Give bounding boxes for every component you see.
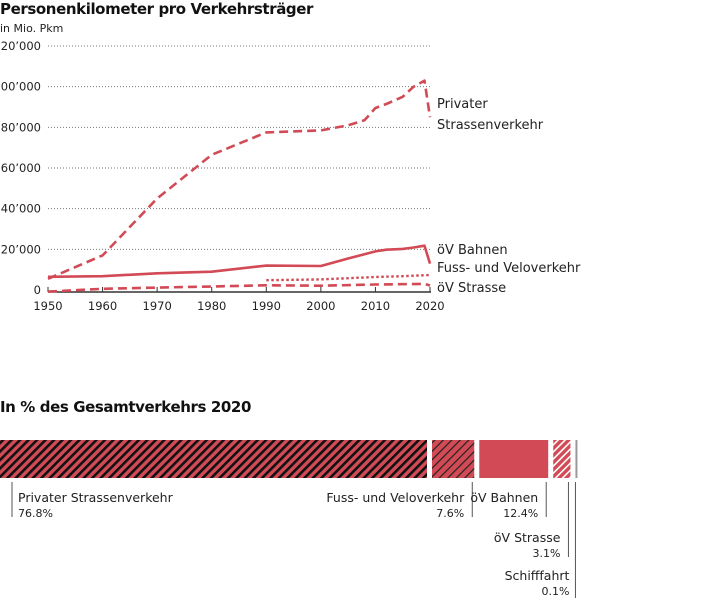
series-label: öV Bahnen — [437, 243, 508, 258]
series-label: Fuss- und Veloverkehr — [437, 261, 581, 276]
y-tick-label: 80’000 — [1, 120, 41, 134]
x-tick-label: 1960 — [88, 299, 117, 313]
x-tick-label: 2000 — [306, 299, 335, 313]
y-tick-label: 100’000 — [0, 80, 41, 94]
x-tick-label: 1980 — [197, 299, 226, 313]
series-line-privater-strassenverkehr — [47, 79, 432, 280]
series-line-öv-bahnen — [47, 244, 432, 279]
y-tick-label: 40’000 — [1, 202, 41, 216]
bar-labels: Privater Strassenverkehr 76.8% Fuss- und V… — [11, 482, 576, 598]
bar-label-name: Schifffahrt — [505, 568, 570, 583]
series-line-fuss-und-veloverkehr — [266, 273, 431, 282]
bar-label-name: Privater Strassenverkehr — [18, 490, 174, 505]
x-tick-label: 1950 — [33, 299, 62, 313]
bar-segment-öv-bahnen — [479, 440, 549, 478]
bar-label-value: 12.4% — [503, 507, 538, 520]
y-axis-unit-label: in Mio. Pkm — [0, 22, 64, 35]
y-tick-label: 120’000 — [0, 39, 41, 53]
y-tick-label: 0 — [34, 283, 41, 297]
bar-segment-privater-strassenverkehr — [0, 440, 428, 478]
bar-label-name: öV Strasse — [494, 530, 561, 545]
series-label: Strassenverkehr — [437, 118, 544, 133]
x-tick-label: 1970 — [143, 299, 172, 313]
y-tick-label: 20’000 — [1, 242, 41, 256]
bar-label-value: 0.1% — [541, 585, 569, 598]
series-line-öv-strasse — [47, 282, 431, 293]
bar-label-name: Fuss- und Veloverkehr — [326, 490, 465, 505]
bar-segment-öv-strasse — [553, 440, 571, 478]
series-labels: Privater Strassenverkehr öV Bahnen Fuss- un… — [437, 97, 581, 296]
bar-label-name: öV Bahnen — [470, 490, 538, 505]
line-series — [47, 79, 432, 293]
bar-label-value: 7.6% — [436, 507, 464, 520]
stacked-bar — [0, 440, 578, 478]
line-chart-title: Personenkilometer pro Verkehrsträger — [0, 0, 314, 18]
bar-segment-fuss-und-veloverkehr — [432, 440, 475, 478]
y-tick-label: 60’000 — [1, 161, 41, 175]
y-axis: 0 20’000 40’000 60’000 80’000 100’000 120’000 — [0, 39, 41, 297]
bar-segment-schifffahrt — [575, 440, 578, 478]
grid-lines — [48, 45, 432, 250]
x-tick-label: 1990 — [252, 299, 281, 313]
series-label: öV Strasse — [437, 281, 506, 296]
x-tick-label: 2020 — [415, 299, 444, 313]
bar-label-value: 3.1% — [532, 547, 560, 560]
x-axis: 1950 1960 1970 1980 1990 2000 2010 2020 — [33, 287, 445, 313]
bar-label-value: 76.8% — [18, 507, 53, 520]
x-tick-label: 2010 — [361, 299, 390, 313]
series-label: Privater — [437, 97, 488, 112]
bar-chart-title: In % des Gesamtverkehrs 2020 — [0, 398, 251, 416]
